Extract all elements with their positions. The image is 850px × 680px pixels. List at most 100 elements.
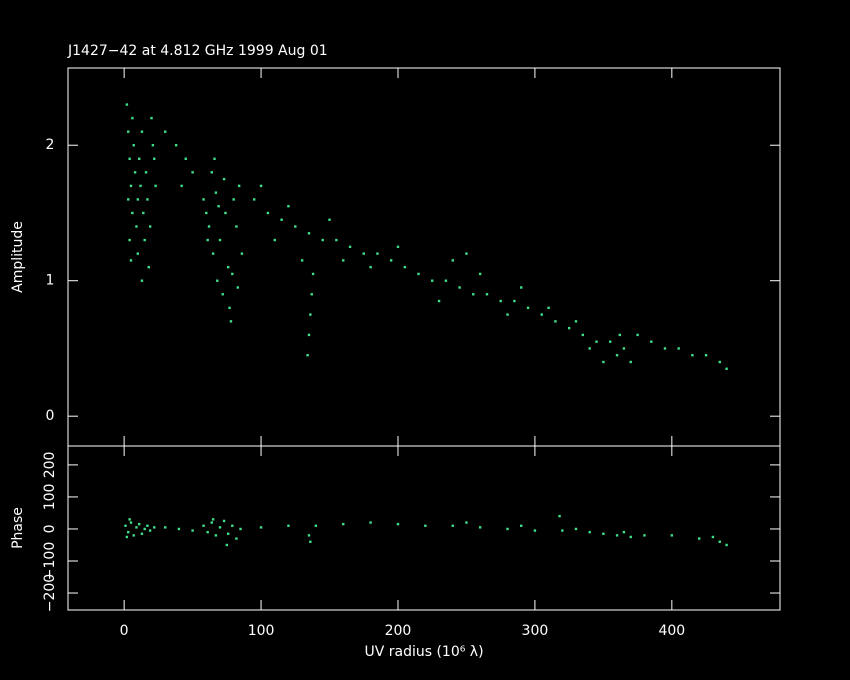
point	[180, 184, 183, 188]
point	[143, 238, 146, 242]
point	[629, 535, 632, 539]
point	[478, 526, 482, 529]
point	[595, 340, 598, 343]
point	[451, 524, 454, 527]
x-tick-label: 0	[120, 623, 129, 639]
point	[451, 259, 454, 262]
point	[128, 157, 131, 160]
point	[698, 537, 701, 540]
point	[127, 530, 130, 534]
point	[362, 252, 365, 255]
point	[205, 211, 208, 215]
point	[622, 347, 626, 350]
point	[132, 144, 135, 147]
point	[266, 211, 270, 215]
point	[280, 218, 283, 221]
point	[253, 198, 256, 201]
point	[231, 524, 234, 527]
point	[389, 259, 393, 262]
point	[221, 293, 224, 296]
point	[561, 529, 564, 532]
point	[227, 532, 230, 535]
point	[206, 530, 209, 534]
point	[240, 252, 244, 255]
point	[211, 252, 215, 255]
point	[602, 532, 605, 535]
point	[132, 534, 135, 537]
point	[184, 157, 187, 160]
y-tick-label: 0	[46, 408, 55, 424]
point	[191, 171, 194, 174]
point	[622, 530, 626, 534]
point	[718, 540, 721, 543]
y-tick-label: 2	[46, 137, 55, 153]
point	[369, 265, 372, 269]
y-tick-label: 0	[42, 525, 58, 534]
point	[139, 184, 142, 188]
point	[202, 198, 205, 201]
point	[321, 238, 324, 242]
x-axis-label: UV radius (10⁶ λ)	[364, 644, 483, 660]
point	[207, 225, 211, 228]
point	[725, 543, 728, 547]
point	[554, 320, 557, 323]
point	[222, 519, 226, 523]
point	[309, 313, 312, 316]
point	[417, 272, 420, 276]
point	[465, 252, 468, 255]
point	[218, 526, 222, 529]
point	[129, 184, 133, 188]
point	[136, 252, 140, 255]
point	[588, 347, 591, 350]
point	[151, 144, 155, 147]
point	[424, 524, 427, 527]
point	[148, 225, 152, 228]
point	[153, 157, 156, 160]
point	[506, 313, 509, 316]
point	[217, 204, 220, 208]
point	[499, 299, 502, 303]
point	[287, 524, 290, 527]
point	[306, 354, 309, 357]
point	[643, 534, 646, 537]
point	[558, 514, 561, 518]
point	[348, 245, 352, 249]
y-tick-label: −100	[42, 542, 58, 580]
point	[294, 225, 297, 228]
point	[307, 534, 311, 537]
point	[127, 198, 130, 201]
point	[259, 526, 263, 529]
point	[232, 198, 235, 201]
point	[618, 333, 621, 337]
point	[133, 171, 137, 174]
point	[237, 184, 241, 188]
point	[342, 259, 345, 262]
point	[153, 526, 156, 529]
point	[663, 347, 667, 350]
point	[164, 130, 167, 133]
x-tick-label: 400	[658, 623, 685, 639]
point	[174, 144, 178, 147]
point	[670, 534, 674, 537]
point	[520, 286, 523, 289]
point	[403, 265, 407, 269]
point	[376, 252, 379, 255]
point	[567, 326, 571, 330]
point	[259, 184, 263, 188]
point	[214, 534, 218, 537]
point	[125, 103, 129, 106]
point	[177, 527, 181, 531]
x-tick-label: 100	[248, 623, 275, 639]
point	[310, 293, 313, 296]
point	[629, 360, 632, 364]
point	[650, 340, 653, 343]
point	[287, 204, 290, 208]
point	[396, 245, 400, 249]
y-axis-label: Phase	[10, 507, 26, 549]
point	[144, 171, 148, 174]
point	[636, 333, 639, 337]
point	[213, 157, 216, 160]
